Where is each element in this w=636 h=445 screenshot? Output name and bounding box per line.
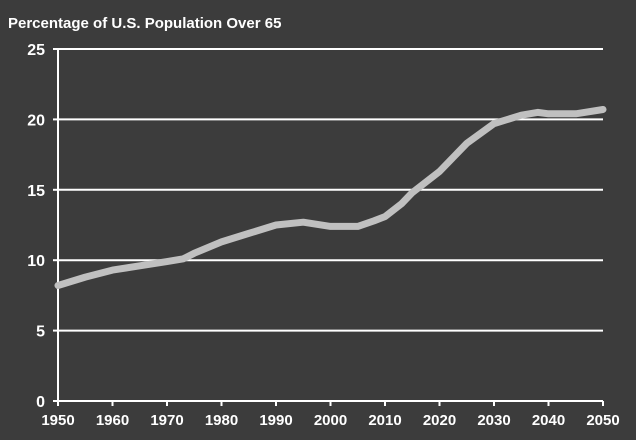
data-point-2038 <box>536 110 540 114</box>
x-tick-label-2000: 2000 <box>314 412 347 429</box>
data-point-2045 <box>574 112 578 116</box>
data-point-1960 <box>111 268 114 272</box>
data-point-2013 <box>399 202 403 206</box>
data-point-2000 <box>329 224 332 228</box>
y-tick-label-10: 10 <box>27 253 45 270</box>
x-tick-label-1950: 1950 <box>41 412 74 429</box>
y-tick-label-15: 15 <box>27 183 45 200</box>
data-point-2020 <box>438 169 441 173</box>
data-point-2015 <box>410 191 414 195</box>
x-tick-label-2030: 2030 <box>477 412 510 429</box>
y-tick-label-20: 20 <box>27 112 45 129</box>
data-point-1990 <box>274 223 278 227</box>
y-tick-label-0: 0 <box>36 394 45 411</box>
x-tick-label-2020: 2020 <box>423 412 456 429</box>
data-point-2040 <box>547 112 550 116</box>
y-axis-ticks: 0 5 10 15 20 25 <box>27 42 58 411</box>
y-tick-label-5: 5 <box>36 324 45 341</box>
y-tick-label-25: 25 <box>27 42 45 59</box>
data-point-2035 <box>519 113 523 117</box>
x-tick-label-1980: 1980 <box>205 412 238 429</box>
data-point-1995 <box>301 220 305 224</box>
data-point-2008 <box>372 219 376 223</box>
data-point-1955 <box>83 275 87 279</box>
data-point-1970 <box>165 260 169 264</box>
x-tick-label-2050: 2050 <box>586 412 619 429</box>
data-point-1975 <box>192 251 196 255</box>
data-point-2010 <box>383 215 387 219</box>
chart-title: Percentage of U.S. Population Over 65 <box>8 15 281 32</box>
data-point-2050 <box>601 108 605 112</box>
data-point-1980 <box>220 240 223 244</box>
data-point-2025 <box>465 141 469 145</box>
x-tick-label-1990: 1990 <box>259 412 292 429</box>
data-point-1973 <box>181 257 185 261</box>
data-point-1985 <box>247 231 251 235</box>
x-tick-label-2040: 2040 <box>532 412 565 429</box>
data-point-1965 <box>138 264 142 268</box>
series-layer <box>54 106 607 289</box>
data-point-1950 <box>56 284 60 288</box>
x-tick-label-1960: 1960 <box>96 412 129 429</box>
x-tick-label-1970: 1970 <box>150 412 183 429</box>
data-point-2005 <box>356 224 360 228</box>
x-axis-ticks: 1950 1960 1970 1980 1990 2000 2010 2020 2030 2040… <box>41 401 620 429</box>
data-point-2030 <box>492 122 496 126</box>
x-tick-label-2010: 2010 <box>368 412 401 429</box>
